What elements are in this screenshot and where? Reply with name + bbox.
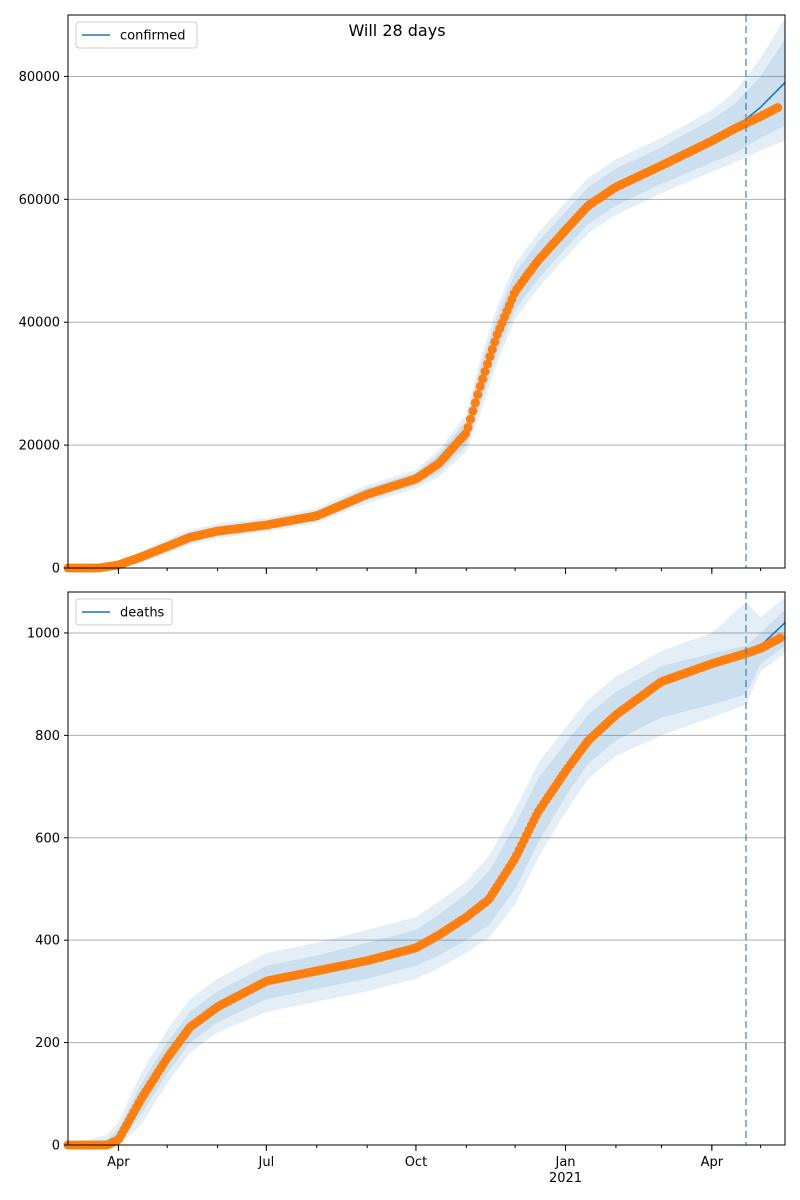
- y-tick-label: 800: [35, 729, 60, 744]
- uncertainty-band: [68, 39, 785, 569]
- observed-point: [490, 337, 500, 347]
- legend-label: confirmed: [120, 29, 186, 44]
- observed-point: [485, 352, 495, 362]
- legend-box: [75, 598, 173, 626]
- observed-point: [465, 414, 475, 424]
- y-tick-label: 80000: [19, 70, 60, 85]
- y-tick-label: 200: [35, 1036, 60, 1051]
- x-tick-label: Oct: [405, 1155, 427, 1170]
- y-tick-label: 20000: [19, 439, 60, 454]
- x-tick-label: Apr: [701, 1155, 724, 1170]
- y-tick-label: 40000: [19, 316, 60, 331]
- legend: confirmed: [75, 21, 198, 49]
- y-tick-label: 1000: [27, 626, 60, 641]
- panel-confirmed: 0 20000 40000 60000 80000 confirmed: [19, 14, 786, 577]
- observed-point: [463, 422, 473, 432]
- y-tick-label: 0: [52, 562, 60, 577]
- observed-point: [775, 633, 785, 643]
- uncertainty-band: [68, 609, 785, 1145]
- x-tick-sublabel: 2021: [549, 1171, 582, 1186]
- observed-point: [475, 381, 485, 391]
- observed-point: [478, 374, 488, 384]
- uncertainty-band: [68, 597, 785, 1145]
- observed-point: [473, 390, 483, 400]
- observed-point: [483, 359, 492, 369]
- legend-box: [75, 21, 198, 49]
- legend-label: deaths: [120, 606, 165, 621]
- y-tick-label: 60000: [19, 193, 60, 208]
- x-tick-label: Jul: [258, 1155, 275, 1170]
- x-tick-label: Apr: [107, 1155, 130, 1170]
- observed-point: [480, 366, 490, 376]
- observed-series: [63, 103, 783, 573]
- y-tick-label: 400: [35, 934, 60, 949]
- observed-point: [773, 103, 783, 113]
- axes-frame: [67, 14, 786, 569]
- y-tick-label: 0: [52, 1139, 60, 1154]
- legend: deaths: [75, 598, 173, 626]
- observed-point: [487, 344, 497, 354]
- y-tick-label: 600: [35, 831, 60, 846]
- chart-title: Will 28 days: [348, 21, 445, 40]
- observed-series: [63, 633, 785, 1150]
- uncertainty-band: [68, 18, 785, 569]
- observed-point: [470, 398, 480, 408]
- x-tick-label: Jan: [554, 1155, 575, 1170]
- observed-point: [468, 406, 478, 416]
- axes-frame: [67, 591, 786, 1146]
